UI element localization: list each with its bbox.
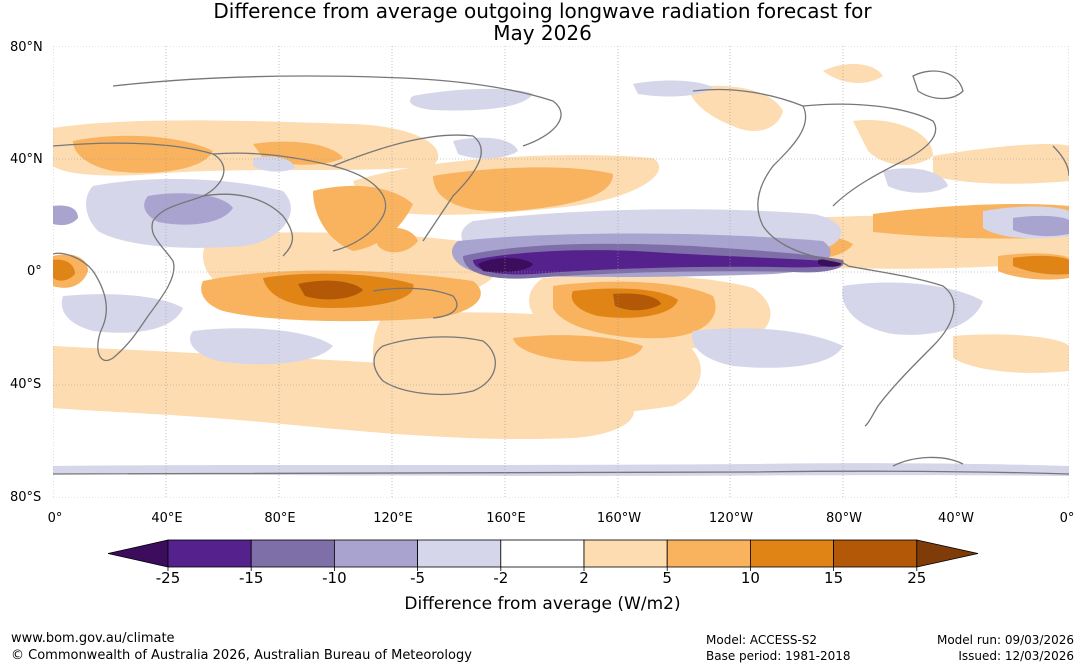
lon-label-120w: 120°W [708, 511, 754, 526]
olr-anomaly-map [53, 46, 1069, 498]
lon-label-160e: 160°E [486, 511, 526, 526]
colorbar-segment [833, 539, 918, 568]
lon-label-0-east: 0° [1059, 511, 1075, 526]
lat-label-0: 0° [27, 264, 42, 279]
footer-copyright: © Commonwealth of Australia 2026, Austra… [11, 648, 472, 663]
colorbar-segment [583, 539, 668, 568]
colorbar-tick-label: 5 [662, 569, 672, 585]
colorbar-tick-label: -15 [239, 569, 264, 585]
colorbar-tick-label: 15 [824, 569, 843, 585]
colorbar-tick-label: -25 [156, 569, 181, 585]
colorbar-extend-low [107, 539, 169, 568]
colorbar-segment [750, 539, 835, 568]
colorbar-segment [250, 539, 335, 568]
lon-label-160w: 160°W [596, 511, 642, 526]
colorbar-tick-label: 10 [741, 569, 760, 585]
anomaly-field [53, 64, 1069, 476]
colorbar: -25 -15 -10 -5 -2 2 5 10 15 25 [107, 539, 979, 585]
colorbar-tick-label: 25 [907, 569, 926, 585]
graticule [53, 46, 1069, 498]
colorbar-segment [333, 539, 418, 568]
lat-label-80s: 80°S [10, 490, 42, 505]
colorbar-extend-high [916, 539, 979, 568]
footer-model-run: Model run: 09/03/2026 [936, 633, 1074, 647]
map-title-line1: Difference from average outgoing longwav… [213, 0, 872, 23]
footer-issued: Issued: 12/03/2026 [958, 649, 1074, 663]
colorbar-tick-label: 2 [579, 569, 589, 585]
coastlines [53, 70, 1069, 475]
colorbar-tick-labels: -25 -15 -10 -5 -2 2 5 10 15 25 [156, 569, 927, 585]
lon-label-80e: 80°E [264, 511, 296, 526]
colorbar-ticks [167, 567, 918, 571]
colorbar-segment [417, 539, 502, 568]
lon-label-40w: 40°W [938, 511, 974, 526]
colorbar-segment [666, 539, 751, 568]
colorbar-tick-label: -10 [322, 569, 347, 585]
lon-label-40e: 40°E [151, 511, 183, 526]
lon-label-0-west: 0° [47, 511, 63, 526]
map-title-line2: May 2026 [493, 21, 592, 45]
lon-label-120e: 120°E [373, 511, 413, 526]
footer-base-period: Base period: 1981-2018 [706, 649, 851, 663]
lat-label-40s: 40°S [10, 377, 42, 392]
colorbar-tick-label: -2 [493, 569, 508, 585]
anomaly-light-purple [53, 80, 1069, 476]
lat-label-80n: 80°N [10, 40, 43, 55]
colorbar-segment [167, 539, 252, 568]
colorbar-tick-label: -5 [410, 569, 425, 585]
anomaly-deep-purple [473, 250, 843, 275]
lon-label-80w: 80°W [826, 511, 862, 526]
lat-label-40n: 40°N [10, 152, 43, 167]
footer-model: Model: ACCESS-S2 [706, 633, 818, 647]
footer-website: www.bom.gov.au/climate [11, 631, 175, 646]
colorbar-segment [500, 539, 585, 568]
colorbar-label: Difference from average (W/m2) [404, 594, 681, 614]
colorbar-segments [107, 539, 979, 568]
